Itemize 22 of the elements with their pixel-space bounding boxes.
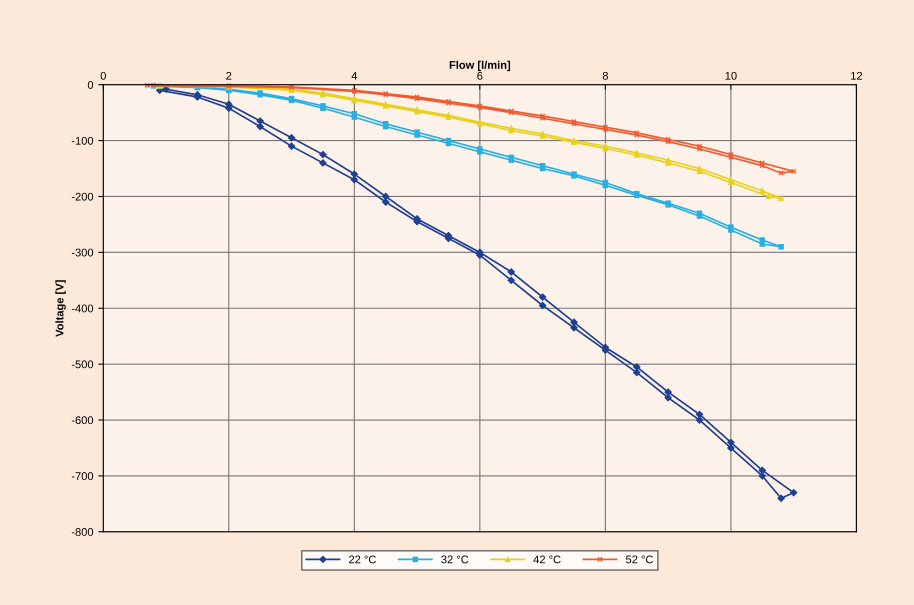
y-tick-label: -800 [72,528,94,536]
x-tick-label: 2 [226,72,232,80]
legend-label: 32 °C [441,556,468,564]
y-tick-label: -400 [72,304,94,312]
x-tick-label: 4 [351,72,358,80]
y-tick-label: 0 [88,80,94,89]
x-tick-label: 0 [100,72,106,80]
legend-label: 52 °C [626,556,654,564]
y-tick-label: -600 [72,416,94,424]
y-tick-label: -500 [72,360,94,368]
x-axis-title: Flow [l/min] [450,60,510,72]
y-tick-label: -200 [72,192,94,201]
x-tick-label: 10 [726,72,737,80]
y-tick-label: -300 [72,248,94,256]
legend-label: 22 °C [349,556,376,564]
x-tick-label: 6 [477,72,482,80]
x-tick-label: 8 [602,72,608,80]
y-tick-label: -100 [72,136,94,145]
legend-label: 42 °C [533,556,561,564]
x-tick-label: 12 [851,72,862,80]
y-axis-title: Voltage [V] [55,280,66,337]
y-tick-label: -700 [72,472,94,480]
